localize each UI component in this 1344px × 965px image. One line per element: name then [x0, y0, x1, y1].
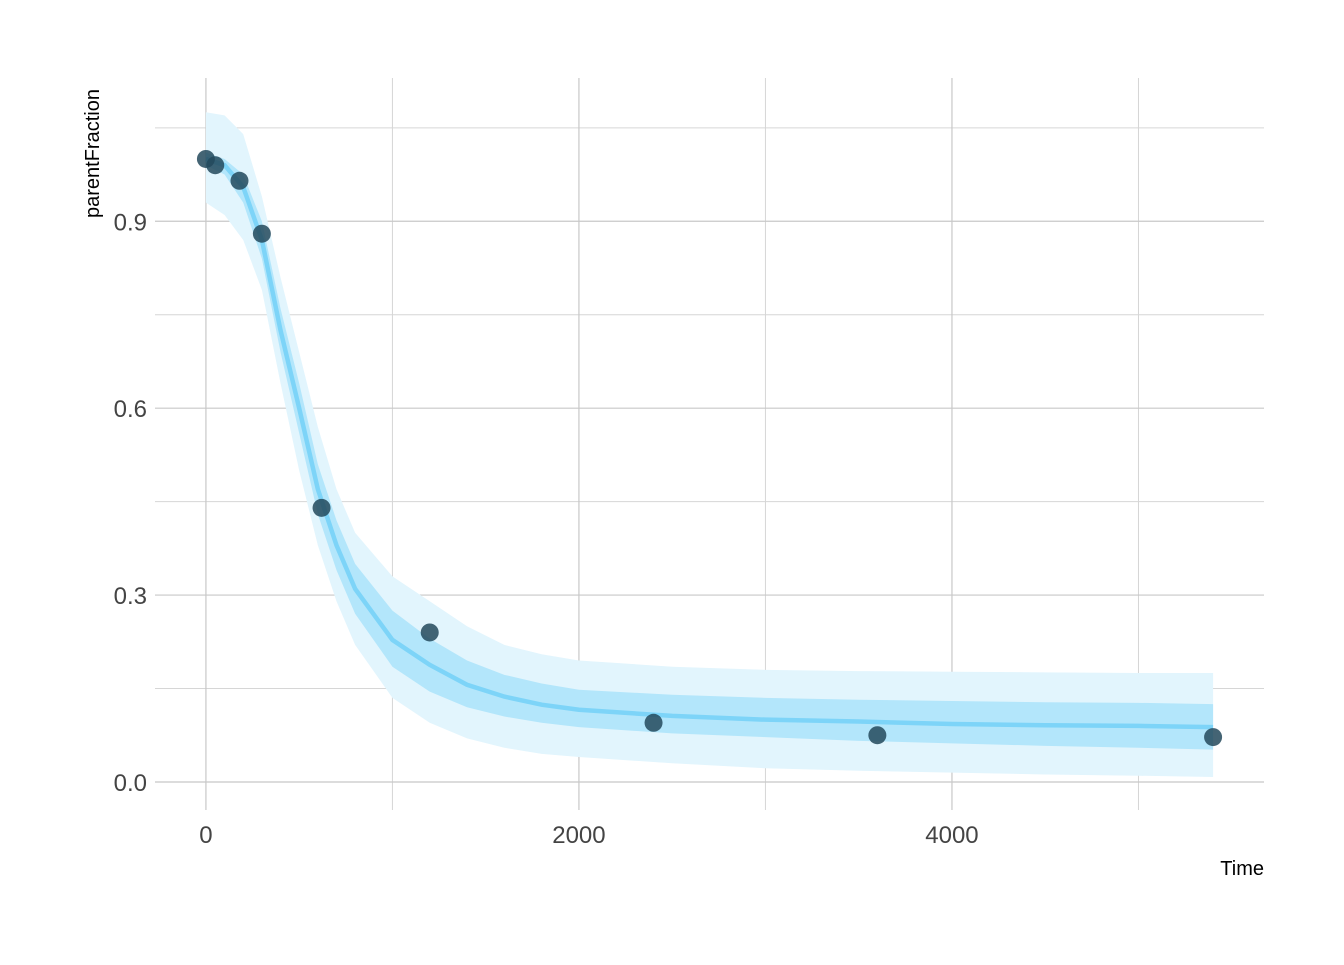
- x-tick-label: 2000: [552, 822, 605, 849]
- x-axis-title: Time: [1220, 858, 1264, 880]
- x-tick-label: 4000: [925, 822, 978, 849]
- y-tick-label: 0.3: [114, 583, 147, 610]
- y-tick-label: 0.9: [114, 209, 147, 236]
- y-tick-label: 0.6: [114, 396, 147, 423]
- data-point: [252, 224, 271, 243]
- data-point: [206, 156, 225, 175]
- data-point: [420, 623, 439, 642]
- data-point: [868, 726, 887, 745]
- x-tick-label: 0: [199, 822, 212, 849]
- confidence-band: [205, 152, 1214, 750]
- confidence-band: [205, 112, 1214, 777]
- data-point: [230, 171, 249, 190]
- y-tick-label: 0.0: [114, 770, 147, 797]
- data-point: [644, 713, 663, 732]
- y-axis-title: parentFraction: [82, 89, 104, 218]
- fit-line: [205, 156, 1214, 730]
- data-point: [1204, 728, 1223, 747]
- data-point: [312, 498, 331, 517]
